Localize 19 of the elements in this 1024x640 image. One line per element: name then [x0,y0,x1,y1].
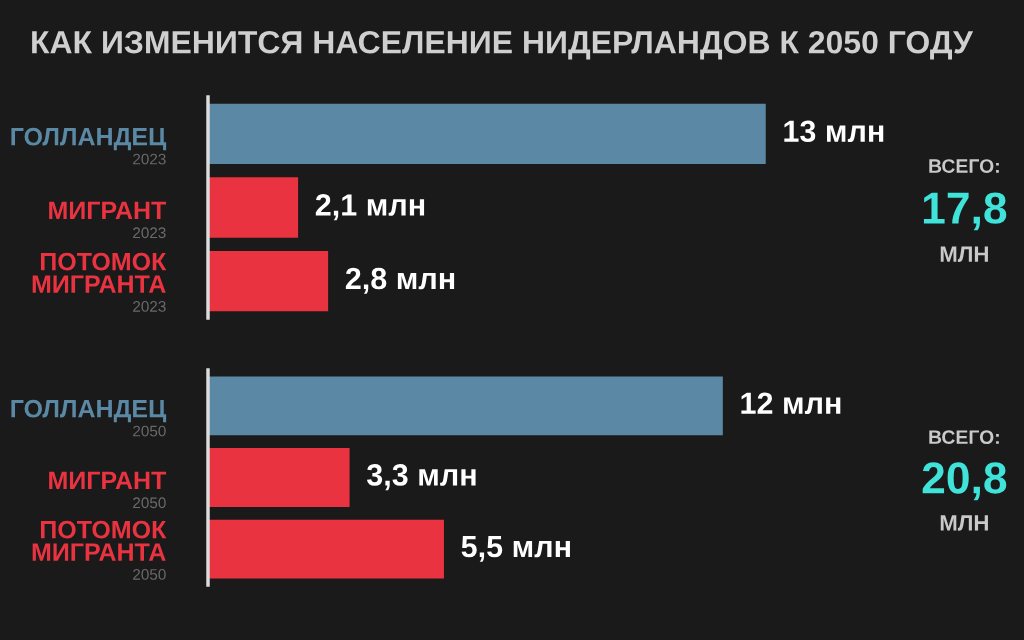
text: ВСЕГО: [929,430,999,445]
data-label: 13 млн [784,120,884,143]
data-label: 12 млн [741,392,841,415]
y-tick-label: МИГРАНТ 2050 [49,471,167,509]
text: МЛН [940,515,988,531]
data-label: 2,1 млн [315,194,425,221]
y-tick-label: ПОТОМОК МИГРАНТА 2050 [32,520,167,580]
data-label: 3,3 млн [366,464,476,491]
text: ВСЕГО: [929,159,999,173]
y-tick-label: ГОЛЛАНДЕЦ 2023 [11,127,167,165]
chart-title: КАК ИЗМЕНИТСЯ НАСЕЛЕНИЕ НИДЕРЛАНДОВ К 2050 ГОДУ [32,30,974,60]
text: 17,8 [923,192,1007,231]
text: 20,8 [922,462,1007,501]
y-tick-label: ПОТОМОК МИГРАНТА 2023 [32,252,167,312]
y-tick-label: ГОЛЛАНДЕЦ 2050 [11,399,167,437]
y-tick-label: МИГРАНТ 2023 [49,201,167,239]
text: МЛН [940,246,988,263]
data-label: 2,8 млн [345,267,455,294]
data-label: 5,5 млн [461,536,570,562]
